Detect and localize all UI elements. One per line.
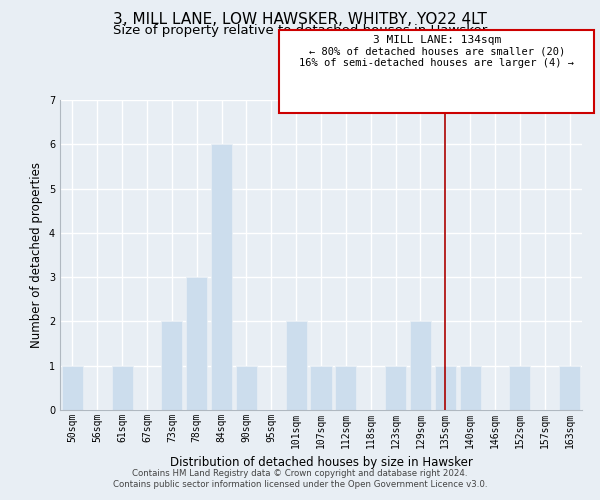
Text: 16% of semi-detached houses are larger (4) →: 16% of semi-detached houses are larger (… (299, 58, 574, 68)
Bar (186, 277, 207, 410)
Text: Size of property relative to detached houses in Hawsker: Size of property relative to detached ho… (113, 24, 487, 37)
Text: 3 MILL LANE: 134sqm: 3 MILL LANE: 134sqm (373, 35, 501, 45)
Bar (236, 366, 257, 410)
Bar (112, 366, 133, 410)
Bar (559, 366, 580, 410)
Bar (211, 144, 232, 410)
Y-axis label: Number of detached properties: Number of detached properties (31, 162, 43, 348)
Text: 3, MILL LANE, LOW HAWSKER, WHITBY, YO22 4LT: 3, MILL LANE, LOW HAWSKER, WHITBY, YO22 … (113, 12, 487, 28)
Bar (335, 366, 356, 410)
X-axis label: Distribution of detached houses by size in Hawsker: Distribution of detached houses by size … (170, 456, 472, 469)
Bar (435, 366, 456, 410)
Bar (286, 322, 307, 410)
Bar (310, 366, 332, 410)
Bar (410, 322, 431, 410)
Text: Contains HM Land Registry data © Crown copyright and database right 2024.: Contains HM Land Registry data © Crown c… (132, 468, 468, 477)
Bar (161, 322, 182, 410)
Bar (460, 366, 481, 410)
Bar (62, 366, 83, 410)
Text: ← 80% of detached houses are smaller (20): ← 80% of detached houses are smaller (20… (308, 46, 565, 56)
Bar (509, 366, 530, 410)
Bar (385, 366, 406, 410)
Text: Contains public sector information licensed under the Open Government Licence v3: Contains public sector information licen… (113, 480, 487, 489)
